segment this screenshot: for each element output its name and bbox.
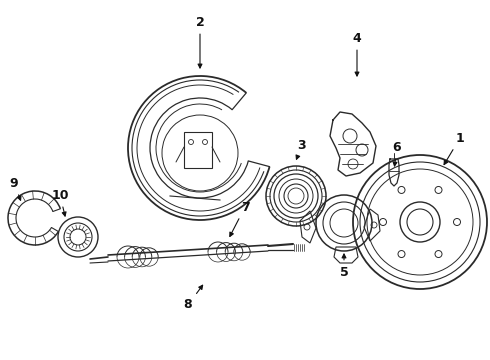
Text: 5: 5 [340,254,348,279]
Text: 4: 4 [353,32,361,76]
Text: 6: 6 [392,140,401,166]
Text: 8: 8 [184,285,202,311]
Text: 9: 9 [10,176,21,200]
Text: 2: 2 [196,15,204,68]
Text: 1: 1 [444,131,465,165]
Text: 7: 7 [230,201,249,237]
Text: 3: 3 [296,139,306,159]
Text: 10: 10 [51,189,69,216]
